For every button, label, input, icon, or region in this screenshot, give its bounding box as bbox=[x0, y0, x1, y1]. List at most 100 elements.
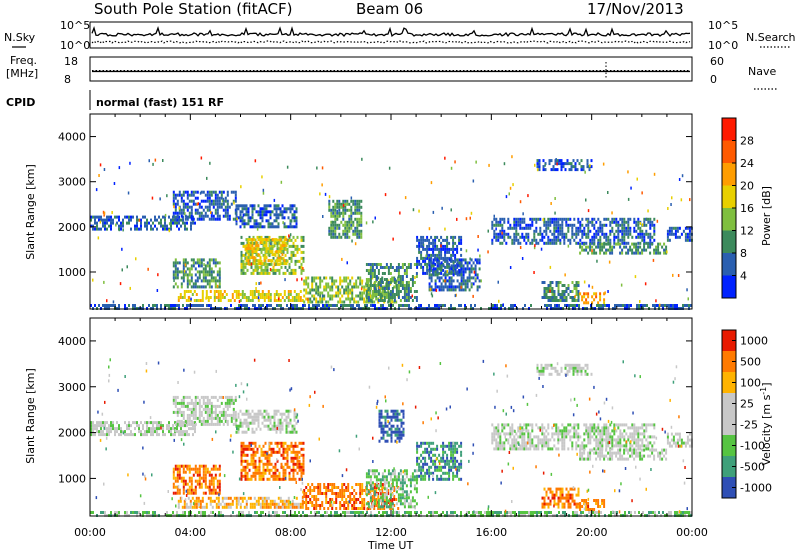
data-cell bbox=[581, 218, 583, 221]
noise-left-tick-top: 10^5 bbox=[60, 19, 90, 32]
data-cell bbox=[252, 416, 254, 419]
data-cell bbox=[491, 242, 493, 245]
data-cell bbox=[157, 273, 159, 276]
data-cell bbox=[217, 270, 219, 273]
data-cell bbox=[349, 280, 351, 283]
data-cell bbox=[195, 209, 197, 212]
data-cell bbox=[336, 206, 338, 209]
data-cell bbox=[432, 239, 434, 242]
data-cell bbox=[426, 269, 428, 272]
data-cell bbox=[435, 258, 437, 261]
data-cell bbox=[252, 290, 254, 293]
data-cell bbox=[333, 280, 335, 283]
data-cell bbox=[570, 290, 572, 293]
data-cell bbox=[255, 159, 257, 162]
data-cell bbox=[236, 296, 238, 299]
data-cell bbox=[333, 483, 335, 486]
data-cell bbox=[617, 221, 619, 224]
data-cell bbox=[571, 230, 573, 233]
data-cell bbox=[243, 469, 245, 472]
data-cell bbox=[112, 304, 114, 307]
data-cell bbox=[334, 218, 336, 221]
data-cell bbox=[412, 295, 414, 298]
data-cell bbox=[589, 239, 591, 242]
colorbar-tick-label: 16 bbox=[740, 202, 754, 215]
data-cell bbox=[450, 248, 452, 251]
data-cell bbox=[213, 215, 215, 218]
data-cell bbox=[276, 213, 278, 216]
data-cell bbox=[621, 233, 623, 236]
data-cell bbox=[451, 208, 453, 211]
data-cell bbox=[197, 276, 199, 279]
data-cell bbox=[186, 299, 188, 302]
data-cell bbox=[659, 252, 661, 255]
data-cell bbox=[428, 304, 430, 307]
data-cell bbox=[465, 258, 467, 261]
data-cell bbox=[581, 233, 583, 236]
data-cell bbox=[98, 433, 100, 436]
data-cell bbox=[292, 506, 294, 509]
data-cell bbox=[334, 230, 336, 233]
data-cell bbox=[303, 460, 305, 463]
data-cell bbox=[205, 492, 207, 495]
data-cell bbox=[527, 239, 529, 242]
data-cell bbox=[221, 414, 223, 417]
data-cell bbox=[185, 215, 187, 218]
data-cell bbox=[194, 427, 196, 430]
data-cell bbox=[173, 205, 175, 208]
data-cell bbox=[274, 293, 276, 296]
data-cell bbox=[223, 209, 225, 212]
data-cell bbox=[156, 427, 158, 430]
data-cell bbox=[199, 486, 201, 489]
data-cell bbox=[360, 218, 362, 221]
data-cell bbox=[218, 497, 220, 500]
data-cell bbox=[98, 236, 100, 239]
data-cell bbox=[268, 253, 270, 256]
data-cell bbox=[380, 304, 382, 307]
data-cell bbox=[221, 206, 223, 209]
data-cell bbox=[139, 219, 141, 222]
data-cell bbox=[587, 230, 589, 233]
data-cell bbox=[293, 251, 295, 254]
data-cell bbox=[569, 242, 571, 245]
data-cell bbox=[267, 463, 269, 466]
data-cell bbox=[555, 158, 557, 161]
data-cell bbox=[289, 245, 291, 248]
data-cell bbox=[556, 304, 558, 307]
data-cell bbox=[270, 422, 272, 425]
data-cell bbox=[667, 207, 669, 210]
data-cell bbox=[263, 445, 265, 448]
data-cell bbox=[585, 233, 587, 236]
data-cell bbox=[454, 236, 456, 239]
data-cell bbox=[241, 254, 243, 257]
data-cell bbox=[241, 236, 243, 239]
data-cell bbox=[334, 206, 336, 209]
data-cell bbox=[215, 411, 217, 414]
data-cell bbox=[627, 233, 629, 236]
data-cell bbox=[568, 245, 570, 248]
data-cell bbox=[248, 259, 250, 262]
data-cell bbox=[201, 206, 203, 209]
data-cell bbox=[193, 414, 195, 417]
data-cell bbox=[562, 293, 564, 296]
data-cell bbox=[457, 258, 459, 261]
data-cell bbox=[288, 425, 290, 428]
data-cell bbox=[201, 465, 203, 468]
data-cell bbox=[168, 421, 170, 424]
data-cell bbox=[274, 416, 276, 419]
data-cell bbox=[343, 280, 345, 283]
data-cell bbox=[260, 497, 262, 500]
data-cell bbox=[179, 270, 181, 273]
data-cell bbox=[339, 292, 341, 295]
data-cell bbox=[220, 293, 222, 296]
data-cell bbox=[203, 263, 205, 266]
data-cell bbox=[303, 301, 305, 304]
data-cell bbox=[293, 457, 295, 460]
data-cell bbox=[104, 168, 106, 171]
data-cell bbox=[277, 478, 279, 481]
data-cell bbox=[199, 408, 201, 411]
data-cell bbox=[342, 215, 344, 218]
data-cell bbox=[303, 257, 305, 260]
data-cell bbox=[275, 463, 277, 466]
data-cell bbox=[341, 301, 343, 304]
